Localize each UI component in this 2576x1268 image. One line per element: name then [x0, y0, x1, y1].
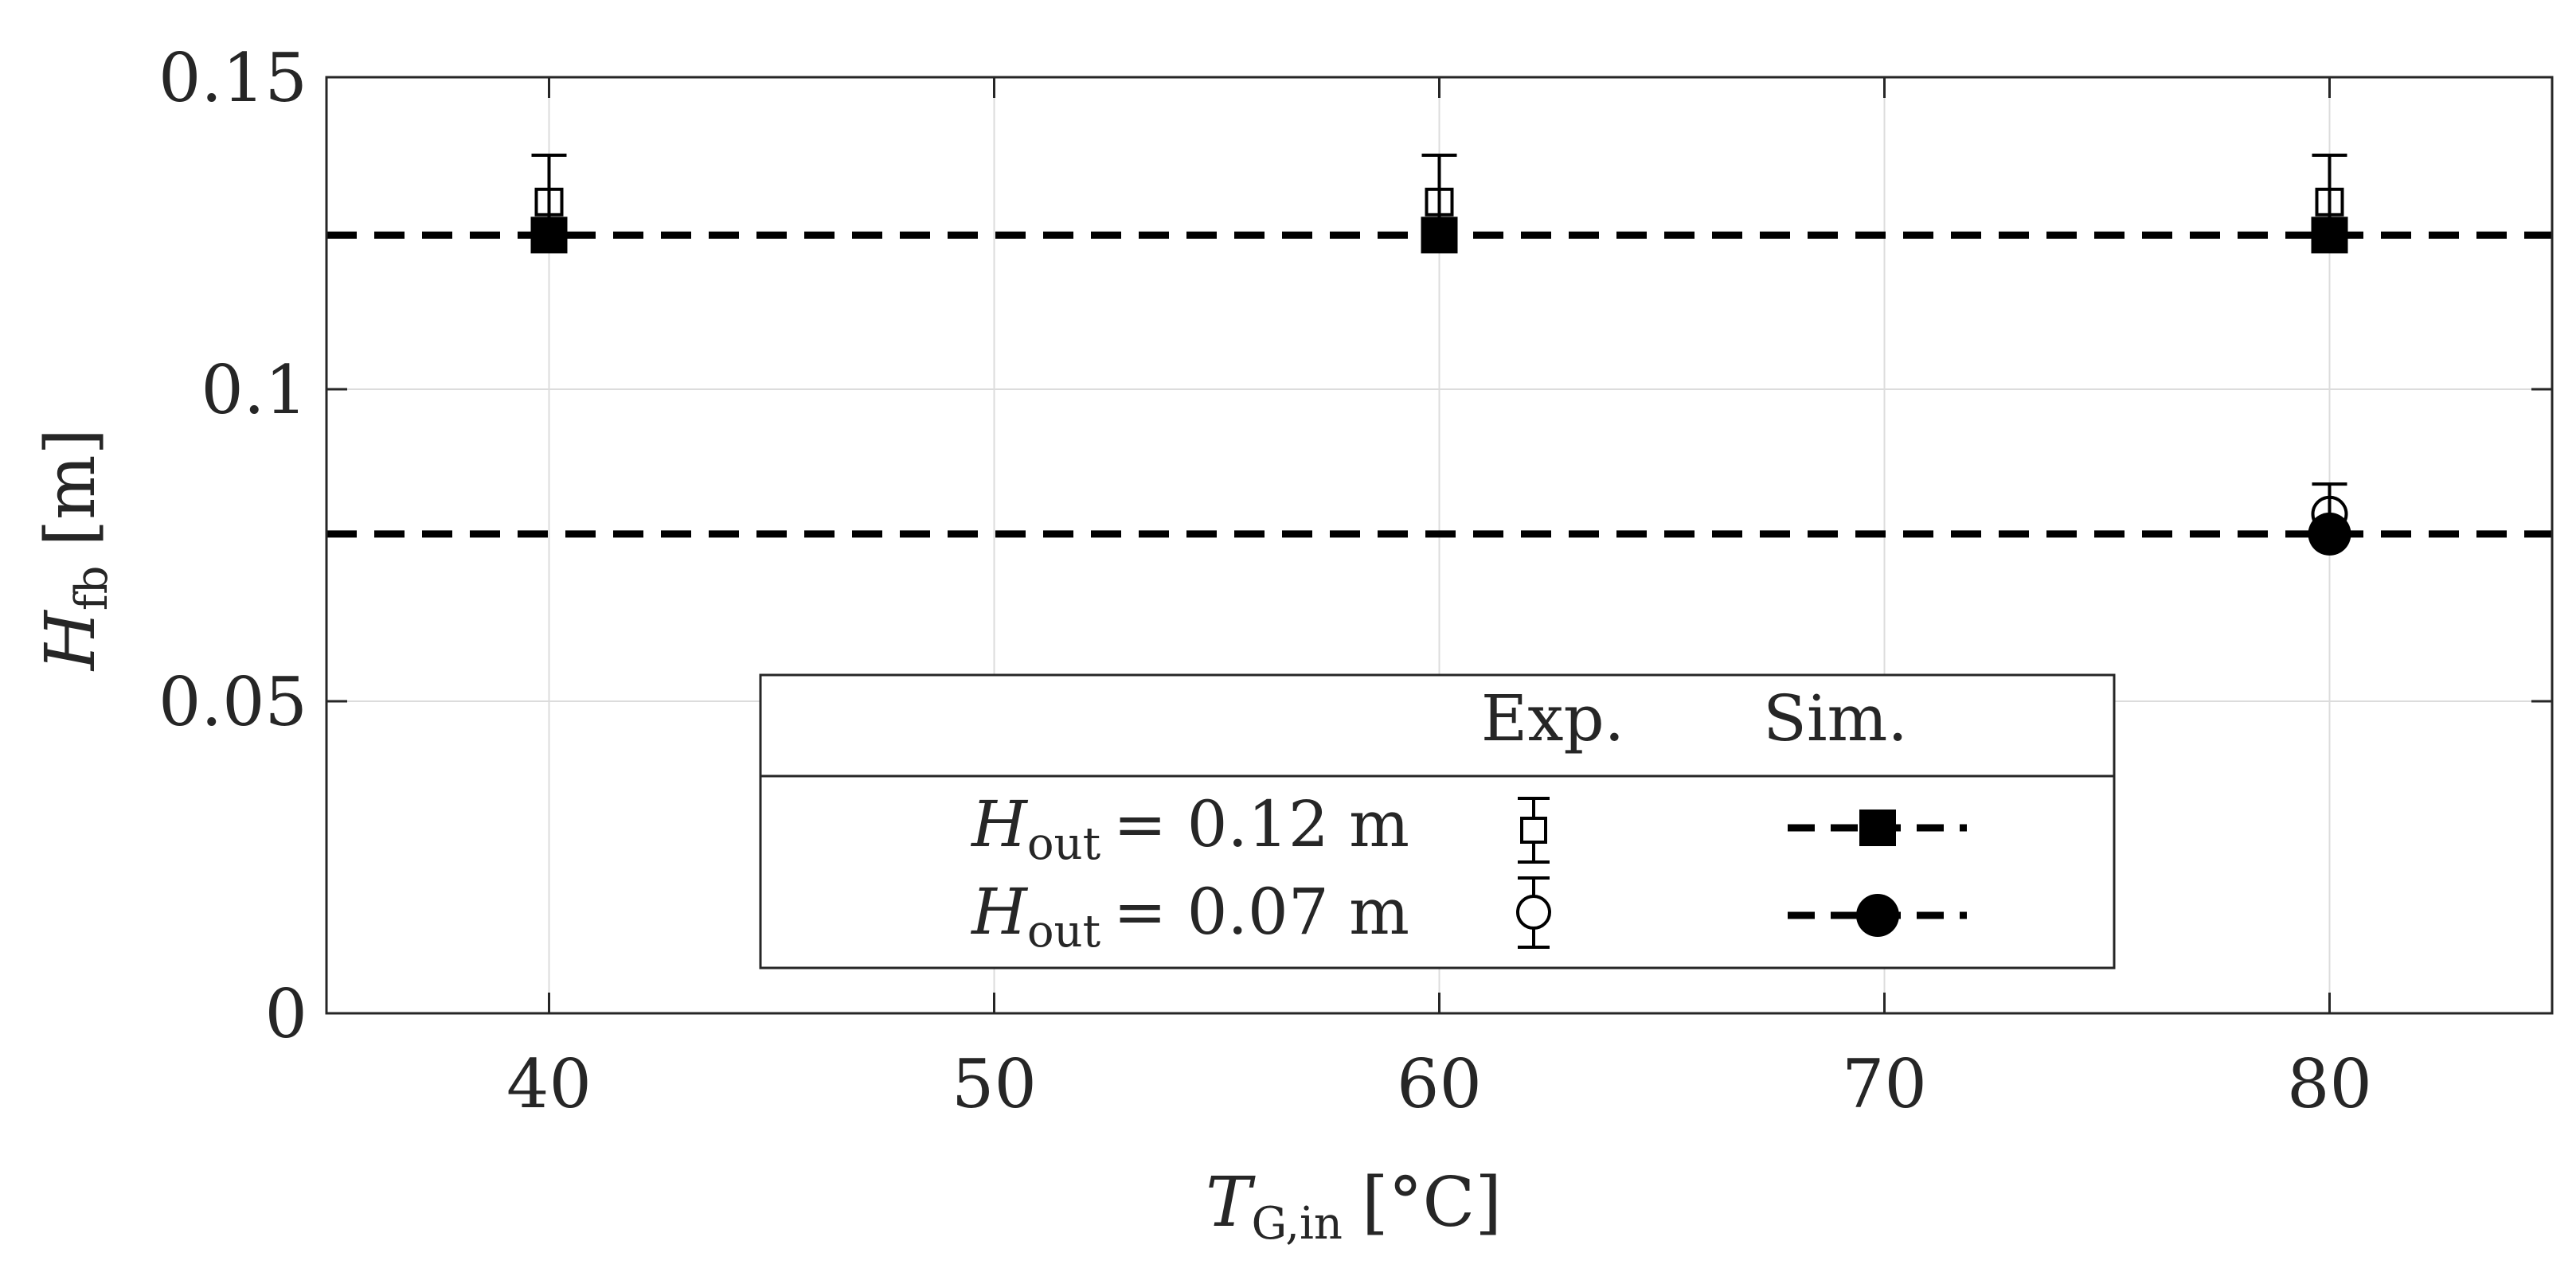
x-tick-label: 40 — [506, 1045, 592, 1123]
series-layer — [326, 154, 2552, 556]
legend-box — [759, 673, 2116, 970]
x-tick-label: 70 — [1842, 1045, 1927, 1123]
legend-exp-circle-marker — [1516, 876, 1551, 949]
x-axis-label-unit: [°C] — [1362, 1163, 1502, 1243]
legend-header-exp: Exp. — [1481, 681, 1624, 755]
y-tick-label: 0 — [265, 975, 307, 1053]
y-tick-label: 0.05 — [158, 663, 307, 741]
experiment-point-square — [2315, 187, 2344, 217]
y-tick-label: 0.1 — [201, 351, 307, 429]
y-axis-label-unit: [m] — [31, 428, 111, 547]
legend-sim-circle-marker — [1788, 894, 1967, 937]
y-axis-label-main: H — [31, 609, 111, 672]
legend-entry-2-main: H — [970, 875, 1029, 949]
legend: Exp. Sim. Hout = 0.12 m Hout = 0.07 m — [759, 673, 2116, 970]
y-axis-label: Hfb [m] — [31, 428, 118, 672]
x-tick-label: 50 — [952, 1045, 1037, 1123]
legend-sim-square-marker — [1788, 810, 1967, 846]
x-axis-label-main: T — [1206, 1163, 1256, 1243]
legend-entry-2-sub: out — [1027, 906, 1101, 958]
experiment-point-square — [1425, 187, 1454, 217]
y-axis-label-sub: fb — [66, 566, 118, 611]
legend-entry-1-main: H — [970, 787, 1029, 861]
experiment-point-square — [534, 187, 564, 217]
legend-entry-2-rest: = 0.07 m — [1113, 875, 1409, 949]
x-tick-label: 60 — [1397, 1045, 1482, 1123]
experiment-point-circle — [2311, 495, 2348, 533]
legend-header-sim: Sim. — [1763, 681, 1908, 755]
y-tick-label: 0.15 — [158, 39, 307, 117]
legend-entry-2-label: Hout = 0.07 m — [970, 875, 1409, 958]
legend-entry-1-sub: out — [1027, 818, 1101, 870]
x-tick-label: 80 — [2287, 1045, 2372, 1123]
x-axis-label: TG,in [°C] — [1206, 1163, 1502, 1250]
legend-exp-square-marker — [1518, 797, 1550, 864]
legend-entry-1-label: Hout = 0.12 m — [970, 787, 1409, 870]
legend-entry-1-rest: = 0.12 m — [1113, 787, 1409, 861]
x-axis-label-sub: G,in — [1251, 1198, 1343, 1250]
axis-ticks: 40 50 60 70 80 0 0.05 0.1 0.15 — [158, 39, 2552, 1123]
